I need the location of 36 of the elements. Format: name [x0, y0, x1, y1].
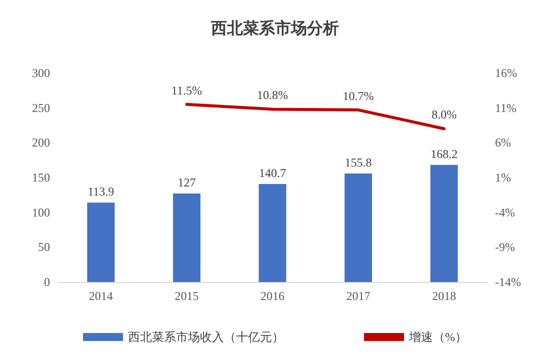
y2-tick-label: 1%	[495, 170, 511, 184]
x-tick-label: 2015	[174, 289, 199, 303]
bar	[258, 184, 286, 282]
data-label: 168.2	[430, 146, 458, 161]
data-label: 8.0%	[432, 108, 457, 122]
y-tick-label: 150	[32, 170, 50, 184]
bar	[87, 202, 115, 282]
bar	[172, 194, 200, 282]
bar	[430, 164, 458, 282]
y2-tick-label: -4%	[495, 205, 515, 220]
y-tick-label: 200	[32, 136, 50, 150]
x-tick-label: 2018	[432, 289, 456, 303]
data-label: 10.7%	[342, 88, 374, 103]
y2-tick-label: 6%	[495, 136, 511, 150]
x-tick-label: 2017	[346, 289, 370, 303]
x-tick-label: 2016	[260, 289, 284, 303]
data-label: 11.5%	[171, 83, 202, 98]
y2-tick-label: -14%	[495, 275, 521, 289]
y2-tick-label: 11%	[495, 100, 517, 115]
data-label: 155.8	[344, 155, 372, 170]
y-tick-label: 250	[32, 100, 50, 115]
x-tick-label: 2014	[88, 289, 113, 303]
legend-label: 西北菜系市场收入（十亿元）	[128, 330, 284, 344]
data-label: 10.8%	[257, 88, 288, 102]
legend-label: 增速（%）	[408, 330, 467, 344]
y-tick-label: 300	[32, 66, 50, 80]
data-label: 113.9	[88, 184, 114, 199]
chart-title: 西北菜系市场分析	[210, 20, 339, 38]
data-label: 140.7	[259, 166, 286, 180]
y-tick-label: 50	[38, 240, 50, 254]
bar	[344, 173, 372, 282]
y2-tick-label: -9%	[495, 240, 515, 254]
y-tick-label: 0	[44, 275, 50, 289]
data-label: 127	[178, 176, 196, 190]
y2-tick-label: 16%	[495, 66, 517, 80]
y-tick-label: 100	[32, 205, 50, 220]
